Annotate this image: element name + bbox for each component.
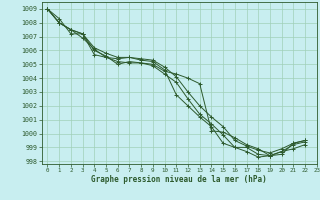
X-axis label: Graphe pression niveau de la mer (hPa): Graphe pression niveau de la mer (hPa) <box>91 175 267 184</box>
